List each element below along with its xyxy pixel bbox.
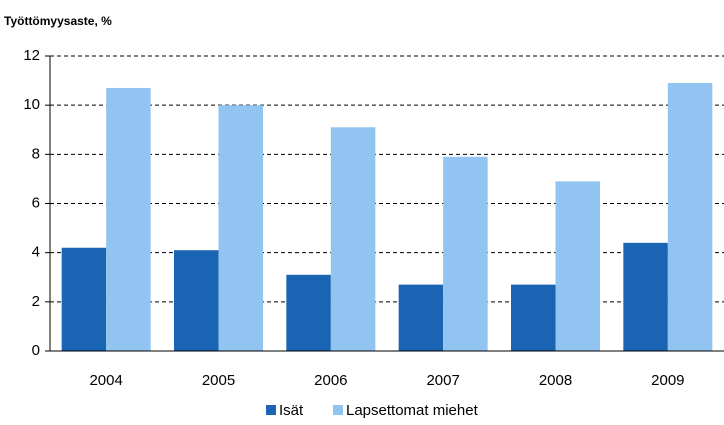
legend-swatch	[266, 405, 276, 415]
y-tick-label: 0	[32, 342, 40, 359]
bar	[106, 87, 151, 351]
y-tick-label: 10	[23, 96, 40, 113]
bar	[511, 284, 556, 351]
y-tick-label: 2	[32, 293, 40, 310]
bar	[555, 181, 600, 351]
chart-title: Työttömyysaste, %	[4, 14, 112, 28]
x-tick-label: 2006	[314, 372, 347, 389]
legend-swatch	[333, 405, 343, 415]
bar	[398, 284, 444, 351]
bar	[174, 250, 219, 351]
bar	[218, 105, 263, 352]
y-tick-label: 12	[23, 47, 40, 64]
bar	[286, 274, 331, 351]
bar	[443, 156, 488, 351]
x-tick-label: 2007	[426, 372, 459, 389]
x-tick-label: 2004	[89, 372, 122, 389]
y-tick-label: 8	[32, 145, 40, 162]
bar	[667, 83, 713, 352]
bar	[623, 242, 668, 351]
y-tick-label: 6	[32, 194, 40, 211]
bar	[330, 127, 376, 352]
legend-label: Isät	[279, 402, 304, 419]
x-tick-label: 2009	[651, 372, 684, 389]
x-tick-label: 2008	[539, 372, 572, 389]
legend-label: Lapsettomat miehet	[346, 402, 479, 419]
x-tick-label: 2005	[202, 372, 235, 389]
bar	[61, 247, 107, 351]
y-tick-label: 4	[32, 244, 40, 261]
